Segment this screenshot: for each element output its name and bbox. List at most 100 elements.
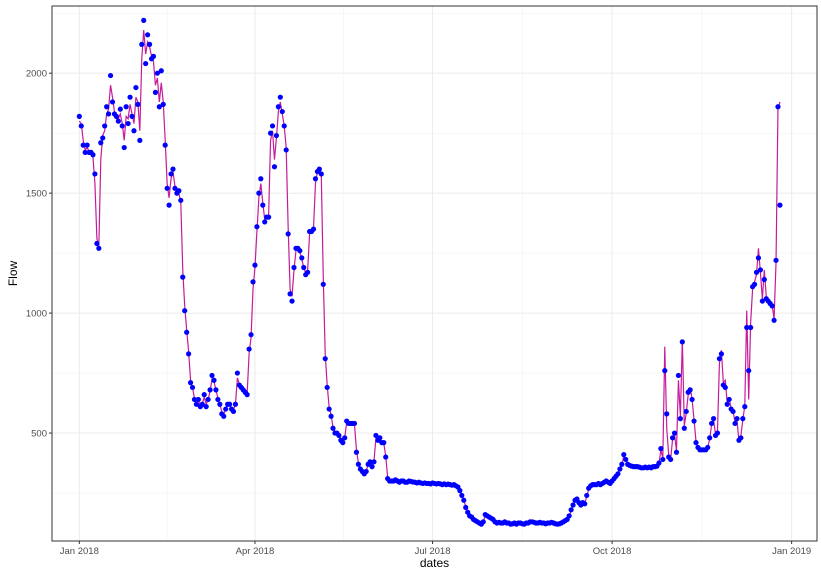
data-point (172, 185, 178, 191)
data-point (215, 396, 221, 403)
data-point (753, 269, 760, 275)
data-point (102, 123, 108, 129)
data-point (154, 70, 160, 76)
data-point (223, 406, 229, 412)
data-point (221, 413, 227, 419)
data-point (166, 202, 172, 208)
data-point (217, 401, 223, 407)
data-point (187, 380, 194, 386)
data-point (113, 113, 119, 119)
data-point (732, 420, 738, 427)
data-point (80, 142, 86, 148)
data-point (381, 440, 387, 446)
data-point (189, 384, 196, 391)
data-point (252, 262, 258, 268)
data-point (305, 269, 311, 275)
data-point (201, 392, 207, 398)
data-point (463, 504, 469, 511)
data-point (677, 416, 683, 422)
data-point (125, 120, 131, 127)
data-point (710, 416, 717, 422)
data-point (127, 94, 133, 100)
data-point (92, 171, 98, 177)
data-point (143, 60, 149, 67)
data-point (691, 418, 697, 424)
data-point (246, 346, 252, 352)
data-point (705, 444, 711, 451)
data-point (330, 425, 336, 431)
data-point (340, 440, 346, 446)
data-point (133, 84, 139, 91)
data-point (131, 128, 137, 134)
data-point (94, 240, 100, 247)
data-point (371, 459, 377, 465)
y-axis-ticks: 500 1000 1500 2000 (26, 68, 52, 439)
data-point (182, 308, 188, 314)
data-point (117, 106, 123, 112)
data-point (277, 94, 283, 100)
data-point (726, 396, 732, 403)
data-point (273, 132, 280, 139)
data-point (115, 118, 121, 124)
data-point (96, 245, 102, 251)
observed-points (76, 17, 783, 527)
data-point (773, 257, 779, 263)
data-point (299, 255, 305, 261)
data-point (195, 396, 201, 403)
data-point (668, 456, 674, 463)
data-point (266, 214, 272, 220)
data-point (262, 219, 268, 225)
data-point (213, 387, 219, 393)
data-point (777, 202, 783, 208)
data-point (738, 435, 744, 441)
data-point (226, 401, 233, 407)
data-point (761, 276, 767, 283)
data-point (673, 449, 680, 455)
data-point (755, 255, 762, 261)
panel-border (51, 5, 818, 542)
data-point (722, 384, 728, 391)
data-point (256, 190, 262, 196)
data-point (139, 41, 145, 47)
data-point (660, 456, 666, 463)
data-point (301, 264, 307, 271)
data-point (230, 408, 237, 415)
data-point (656, 460, 662, 466)
data-point (178, 197, 184, 203)
data-point (336, 432, 342, 439)
data-point (100, 135, 106, 141)
data-point (104, 104, 110, 110)
data-point (693, 440, 699, 446)
data-point (158, 68, 164, 74)
data-point (623, 456, 629, 463)
data-point (105, 111, 112, 117)
data-point (383, 454, 389, 460)
data-point (211, 377, 217, 383)
data-point (248, 332, 254, 338)
data-point (664, 411, 670, 417)
data-point (119, 123, 125, 129)
data-point (281, 123, 287, 129)
data-point (232, 401, 239, 407)
data-point (164, 185, 170, 191)
data-point (193, 401, 200, 407)
data-point (459, 492, 465, 499)
data-point (90, 152, 96, 158)
data-point (146, 41, 153, 47)
data-point (137, 137, 143, 143)
data-point (730, 408, 736, 415)
data-point (584, 492, 590, 499)
data-point (353, 449, 360, 455)
data-point (287, 291, 293, 297)
data-point (156, 104, 162, 110)
data-point (751, 281, 758, 287)
data-point (250, 279, 256, 285)
data-point (318, 171, 324, 177)
data-point (320, 281, 326, 287)
data-point (683, 408, 689, 415)
data-point (615, 471, 621, 477)
panel-background (52, 6, 817, 541)
data-point (84, 142, 90, 148)
data-point (316, 166, 322, 172)
data-point (324, 384, 330, 391)
